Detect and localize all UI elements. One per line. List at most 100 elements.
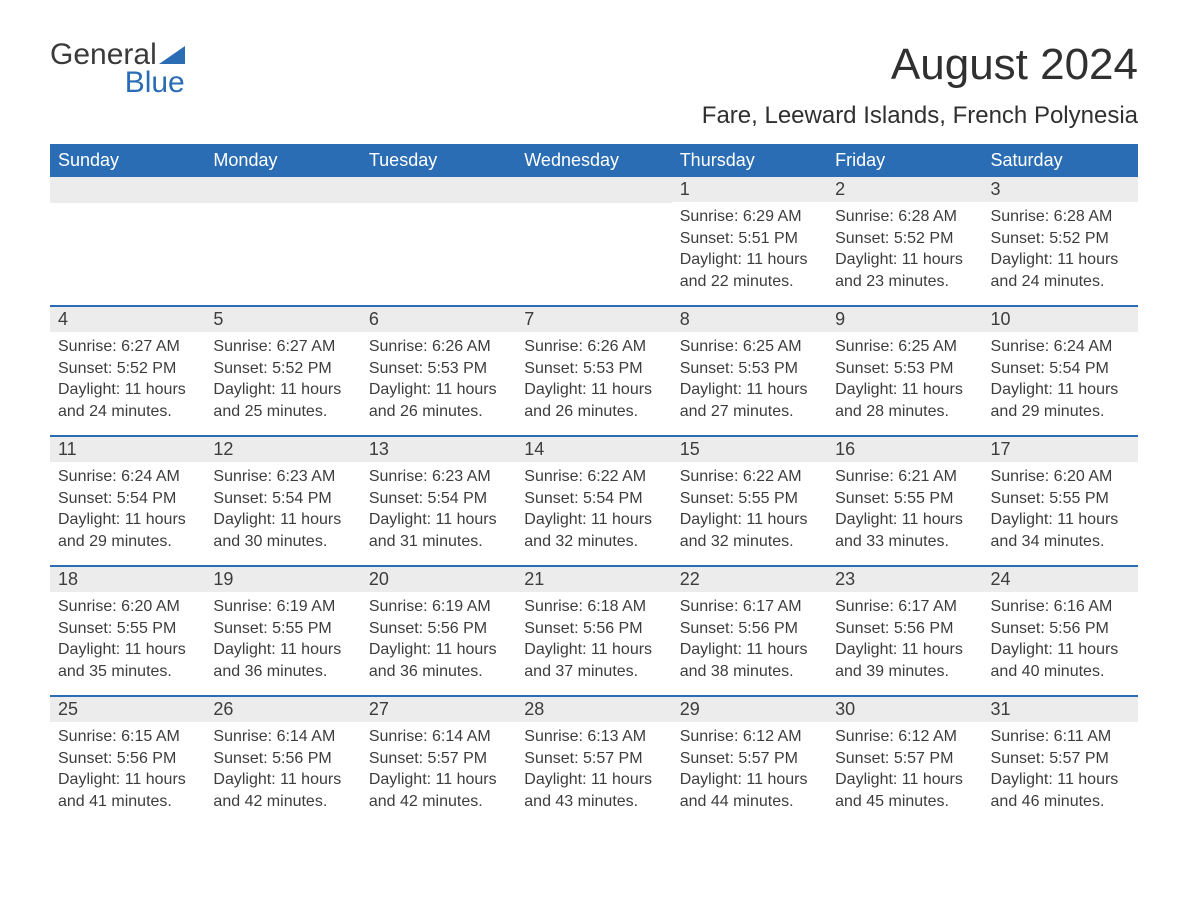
day-number <box>205 177 360 203</box>
day-cell: 15Sunrise: 6:22 AMSunset: 5:55 PMDayligh… <box>672 437 827 565</box>
weekday-header-row: Sunday Monday Tuesday Wednesday Thursday… <box>50 144 1138 177</box>
daylight-line: Daylight: 11 hours and 24 minutes. <box>58 379 197 422</box>
day-number: 26 <box>205 697 360 722</box>
day-body: Sunrise: 6:27 AMSunset: 5:52 PMDaylight:… <box>205 332 360 430</box>
daylight-line: Daylight: 11 hours and 24 minutes. <box>991 249 1130 292</box>
day-cell: 13Sunrise: 6:23 AMSunset: 5:54 PMDayligh… <box>361 437 516 565</box>
day-number: 8 <box>672 307 827 332</box>
day-cell <box>516 177 671 305</box>
day-cell: 28Sunrise: 6:13 AMSunset: 5:57 PMDayligh… <box>516 697 671 825</box>
day-body: Sunrise: 6:26 AMSunset: 5:53 PMDaylight:… <box>361 332 516 430</box>
day-number: 5 <box>205 307 360 332</box>
sunrise-line: Sunrise: 6:17 AM <box>835 596 974 618</box>
sunrise-line: Sunrise: 6:25 AM <box>835 336 974 358</box>
day-body: Sunrise: 6:28 AMSunset: 5:52 PMDaylight:… <box>983 202 1138 300</box>
day-number: 11 <box>50 437 205 462</box>
day-cell: 26Sunrise: 6:14 AMSunset: 5:56 PMDayligh… <box>205 697 360 825</box>
sunset-line: Sunset: 5:57 PM <box>524 748 663 770</box>
day-body: Sunrise: 6:27 AMSunset: 5:52 PMDaylight:… <box>50 332 205 430</box>
week-row: 18Sunrise: 6:20 AMSunset: 5:55 PMDayligh… <box>50 565 1138 695</box>
day-body: Sunrise: 6:29 AMSunset: 5:51 PMDaylight:… <box>672 202 827 300</box>
day-body: Sunrise: 6:17 AMSunset: 5:56 PMDaylight:… <box>827 592 982 690</box>
sunset-line: Sunset: 5:57 PM <box>680 748 819 770</box>
sunrise-line: Sunrise: 6:20 AM <box>58 596 197 618</box>
day-body: Sunrise: 6:23 AMSunset: 5:54 PMDaylight:… <box>361 462 516 560</box>
daylight-line: Daylight: 11 hours and 38 minutes. <box>680 639 819 682</box>
sunset-line: Sunset: 5:54 PM <box>58 488 197 510</box>
sunrise-line: Sunrise: 6:23 AM <box>213 466 352 488</box>
day-number: 30 <box>827 697 982 722</box>
day-body: Sunrise: 6:15 AMSunset: 5:56 PMDaylight:… <box>50 722 205 820</box>
sunrise-line: Sunrise: 6:23 AM <box>369 466 508 488</box>
day-number <box>361 177 516 203</box>
sunset-line: Sunset: 5:57 PM <box>991 748 1130 770</box>
day-number: 2 <box>827 177 982 202</box>
sunrise-line: Sunrise: 6:21 AM <box>835 466 974 488</box>
daylight-line: Daylight: 11 hours and 35 minutes. <box>58 639 197 682</box>
location: Fare, Leeward Islands, French Polynesia <box>702 102 1138 130</box>
day-cell <box>361 177 516 305</box>
sunset-line: Sunset: 5:55 PM <box>991 488 1130 510</box>
day-cell: 11Sunrise: 6:24 AMSunset: 5:54 PMDayligh… <box>50 437 205 565</box>
sunset-line: Sunset: 5:56 PM <box>991 618 1130 640</box>
day-body: Sunrise: 6:21 AMSunset: 5:55 PMDaylight:… <box>827 462 982 560</box>
title-block: August 2024 Fare, Leeward Islands, Frenc… <box>702 40 1138 130</box>
sunset-line: Sunset: 5:56 PM <box>58 748 197 770</box>
sunset-line: Sunset: 5:53 PM <box>835 358 974 380</box>
day-cell: 7Sunrise: 6:26 AMSunset: 5:53 PMDaylight… <box>516 307 671 435</box>
daylight-line: Daylight: 11 hours and 26 minutes. <box>369 379 508 422</box>
daylight-line: Daylight: 11 hours and 29 minutes. <box>991 379 1130 422</box>
week-row: 1Sunrise: 6:29 AMSunset: 5:51 PMDaylight… <box>50 177 1138 305</box>
day-cell: 9Sunrise: 6:25 AMSunset: 5:53 PMDaylight… <box>827 307 982 435</box>
day-number <box>516 177 671 203</box>
day-number: 19 <box>205 567 360 592</box>
day-cell: 6Sunrise: 6:26 AMSunset: 5:53 PMDaylight… <box>361 307 516 435</box>
sunset-line: Sunset: 5:55 PM <box>835 488 974 510</box>
daylight-line: Daylight: 11 hours and 40 minutes. <box>991 639 1130 682</box>
daylight-line: Daylight: 11 hours and 44 minutes. <box>680 769 819 812</box>
day-number: 18 <box>50 567 205 592</box>
day-number: 15 <box>672 437 827 462</box>
day-number: 25 <box>50 697 205 722</box>
sunrise-line: Sunrise: 6:28 AM <box>991 206 1130 228</box>
daylight-line: Daylight: 11 hours and 36 minutes. <box>369 639 508 682</box>
day-number: 23 <box>827 567 982 592</box>
daylight-line: Daylight: 11 hours and 36 minutes. <box>213 639 352 682</box>
day-cell: 12Sunrise: 6:23 AMSunset: 5:54 PMDayligh… <box>205 437 360 565</box>
day-body: Sunrise: 6:12 AMSunset: 5:57 PMDaylight:… <box>672 722 827 820</box>
day-body: Sunrise: 6:26 AMSunset: 5:53 PMDaylight:… <box>516 332 671 430</box>
sunset-line: Sunset: 5:52 PM <box>58 358 197 380</box>
day-body: Sunrise: 6:22 AMSunset: 5:55 PMDaylight:… <box>672 462 827 560</box>
daylight-line: Daylight: 11 hours and 23 minutes. <box>835 249 974 292</box>
sunrise-line: Sunrise: 6:29 AM <box>680 206 819 228</box>
day-cell: 27Sunrise: 6:14 AMSunset: 5:57 PMDayligh… <box>361 697 516 825</box>
day-body: Sunrise: 6:18 AMSunset: 5:56 PMDaylight:… <box>516 592 671 690</box>
day-cell: 17Sunrise: 6:20 AMSunset: 5:55 PMDayligh… <box>983 437 1138 565</box>
day-body: Sunrise: 6:20 AMSunset: 5:55 PMDaylight:… <box>50 592 205 690</box>
logo-text-2: Blue <box>50 68 185 98</box>
day-body: Sunrise: 6:19 AMSunset: 5:55 PMDaylight:… <box>205 592 360 690</box>
day-cell: 21Sunrise: 6:18 AMSunset: 5:56 PMDayligh… <box>516 567 671 695</box>
day-number: 9 <box>827 307 982 332</box>
logo: General Blue <box>50 40 185 98</box>
daylight-line: Daylight: 11 hours and 32 minutes. <box>680 509 819 552</box>
weekday-header: Monday <box>205 144 360 177</box>
sunrise-line: Sunrise: 6:24 AM <box>991 336 1130 358</box>
sunrise-line: Sunrise: 6:22 AM <box>524 466 663 488</box>
day-body: Sunrise: 6:12 AMSunset: 5:57 PMDaylight:… <box>827 722 982 820</box>
daylight-line: Daylight: 11 hours and 27 minutes. <box>680 379 819 422</box>
sunrise-line: Sunrise: 6:12 AM <box>835 726 974 748</box>
sunrise-line: Sunrise: 6:15 AM <box>58 726 197 748</box>
day-body: Sunrise: 6:19 AMSunset: 5:56 PMDaylight:… <box>361 592 516 690</box>
day-number: 16 <box>827 437 982 462</box>
day-body: Sunrise: 6:13 AMSunset: 5:57 PMDaylight:… <box>516 722 671 820</box>
day-body: Sunrise: 6:23 AMSunset: 5:54 PMDaylight:… <box>205 462 360 560</box>
day-cell: 16Sunrise: 6:21 AMSunset: 5:55 PMDayligh… <box>827 437 982 565</box>
day-cell: 20Sunrise: 6:19 AMSunset: 5:56 PMDayligh… <box>361 567 516 695</box>
sunrise-line: Sunrise: 6:16 AM <box>991 596 1130 618</box>
daylight-line: Daylight: 11 hours and 30 minutes. <box>213 509 352 552</box>
sunset-line: Sunset: 5:55 PM <box>680 488 819 510</box>
week-row: 11Sunrise: 6:24 AMSunset: 5:54 PMDayligh… <box>50 435 1138 565</box>
sunset-line: Sunset: 5:55 PM <box>58 618 197 640</box>
day-cell: 18Sunrise: 6:20 AMSunset: 5:55 PMDayligh… <box>50 567 205 695</box>
